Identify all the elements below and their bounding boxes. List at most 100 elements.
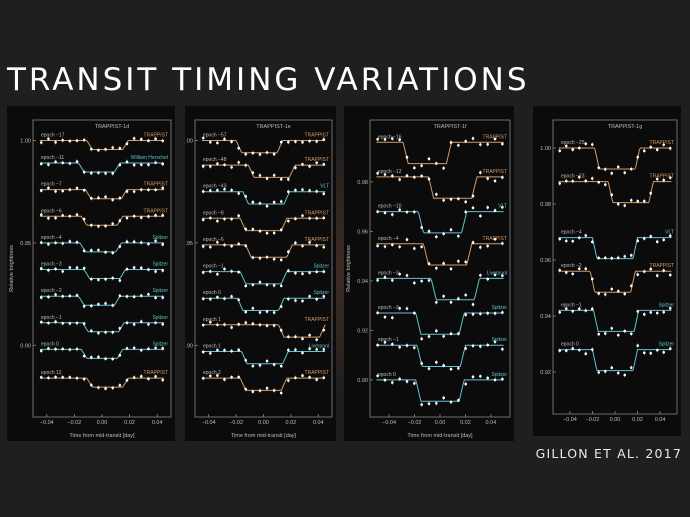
data-point — [82, 354, 86, 358]
data-point — [471, 241, 475, 244]
data-point — [471, 303, 475, 306]
data-point — [244, 321, 248, 324]
data-point — [413, 346, 416, 349]
data-point — [597, 332, 601, 336]
data-point — [161, 243, 165, 246]
data-point — [139, 216, 143, 219]
data-point — [391, 137, 394, 140]
data-point — [237, 323, 240, 326]
instrument-label: Spitzer — [491, 372, 507, 378]
data-point — [265, 310, 269, 313]
data-point — [154, 321, 157, 325]
data-point — [315, 270, 318, 274]
data-point — [251, 390, 255, 393]
data-point — [154, 375, 157, 378]
series-model-curve — [201, 191, 326, 205]
data-point — [655, 177, 659, 181]
data-point — [97, 331, 100, 335]
data-point — [471, 375, 475, 379]
data-point — [251, 227, 255, 231]
data-point — [287, 250, 290, 254]
x-tick-label: 0.04 — [486, 420, 497, 426]
data-point — [435, 162, 438, 165]
epoch-label: epoch −4 — [41, 235, 62, 241]
data-point — [118, 196, 122, 200]
data-point — [272, 200, 276, 204]
data-point — [272, 324, 276, 327]
epoch-label: epoch 0 — [41, 341, 59, 347]
data-point — [590, 348, 594, 351]
series-model-curve — [558, 237, 672, 260]
data-point — [649, 191, 653, 195]
data-point — [308, 189, 311, 192]
data-point — [154, 214, 157, 217]
data-point — [47, 137, 50, 141]
x-axis-label: Time from mid-transit [day] — [231, 433, 297, 439]
data-point — [154, 239, 157, 243]
data-point — [237, 298, 240, 302]
data-point — [39, 267, 43, 270]
data-point — [376, 171, 379, 175]
data-point — [294, 376, 297, 380]
epoch-label: epoch 12 — [41, 370, 62, 376]
data-point — [272, 231, 276, 235]
epoch-label: epoch 0 — [203, 290, 221, 296]
data-point — [132, 214, 136, 218]
data-point — [61, 321, 65, 325]
data-point — [301, 214, 304, 217]
data-point — [398, 272, 401, 276]
data-point — [223, 187, 226, 191]
data-point — [82, 249, 86, 253]
data-point — [301, 188, 304, 191]
data-point — [427, 262, 431, 265]
data-point — [623, 204, 627, 207]
data-point — [54, 216, 57, 220]
data-point — [237, 348, 240, 352]
data-point — [662, 310, 666, 314]
data-point — [209, 140, 212, 144]
data-point — [237, 242, 240, 246]
data-point — [449, 267, 453, 271]
x-tick-label: −0.04 — [563, 417, 577, 423]
data-point — [237, 214, 240, 217]
data-point — [244, 195, 248, 198]
instrument-label: Spitzer — [491, 305, 507, 311]
data-point — [82, 138, 86, 142]
data-point — [571, 347, 575, 350]
y-tick-label: 0.92 — [357, 328, 368, 334]
data-point — [464, 313, 467, 317]
data-point — [104, 148, 107, 151]
data-point — [308, 217, 311, 220]
data-point — [68, 162, 72, 165]
data-point — [111, 304, 115, 307]
data-point — [636, 199, 640, 203]
data-point — [97, 171, 100, 175]
data-point — [244, 227, 248, 231]
panel-trappist-1g: TRAPPIST-1g −0.04 −0.02 0.00 0.02 0.04 0.92 0.9… — [533, 106, 681, 436]
series-model-curve — [201, 297, 326, 311]
data-point — [251, 256, 255, 259]
epoch-label: epoch −2 — [561, 263, 582, 269]
series-model-curve — [201, 217, 326, 232]
epoch-label: epoch −17 — [41, 132, 65, 138]
series-model-curve — [39, 162, 165, 173]
data-point — [47, 347, 50, 350]
epoch-label: epoch −2 — [41, 288, 62, 294]
data-point — [39, 349, 43, 353]
data-point — [584, 179, 588, 183]
data-point — [201, 376, 205, 380]
data-point — [161, 347, 165, 350]
data-point — [493, 237, 497, 241]
data-point — [398, 345, 401, 349]
data-point — [413, 311, 416, 315]
data-point — [642, 313, 646, 316]
data-point — [75, 321, 79, 325]
data-point — [442, 294, 445, 298]
data-point — [383, 315, 387, 319]
data-point — [420, 362, 423, 365]
data-point — [97, 196, 100, 200]
data-point — [662, 269, 666, 272]
data-point — [376, 278, 379, 282]
data-point — [104, 172, 107, 175]
series-model-curve — [376, 176, 504, 199]
